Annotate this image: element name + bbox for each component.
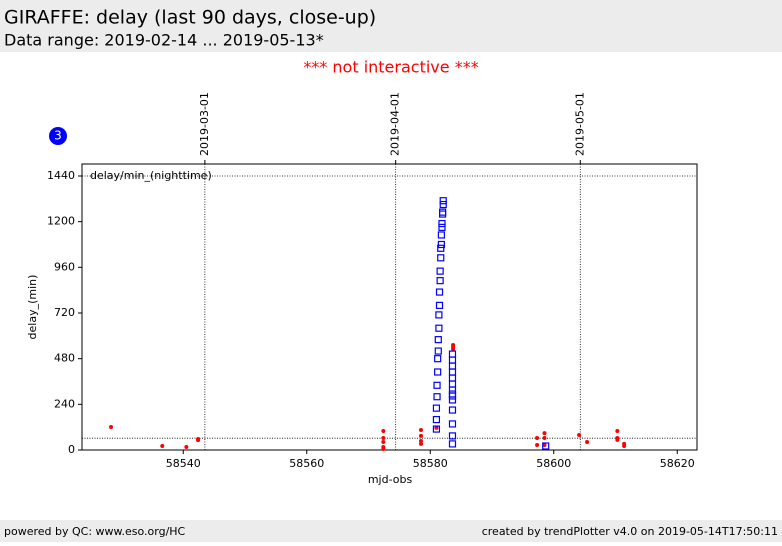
point [448,374,457,382]
point [542,436,547,441]
badge-text: 3 [54,129,62,143]
point [439,208,447,216]
y-tick-label: 0 [68,443,75,456]
x-tick-label: 58560 [289,457,324,470]
point [448,420,457,428]
point [438,223,446,231]
point [448,392,457,400]
point [436,267,444,275]
x-tick-label: 58580 [413,457,448,470]
point [435,311,443,319]
title: GIRAFFE: delay (last 90 days, close-up) [4,7,376,29]
point [434,355,442,363]
point [448,396,457,404]
subtitle: Data range: 2019-02-14 ... 2019-05-13* [4,31,324,50]
point [585,440,590,445]
point [448,356,457,364]
point [432,415,441,424]
point [615,428,620,433]
point [418,439,423,444]
point [196,438,201,443]
date-label: 2019-05-01 [573,92,586,156]
point [435,324,443,332]
point [448,406,457,414]
header-band [0,0,782,52]
point [542,443,547,448]
point [433,381,441,389]
point [184,444,189,449]
point [438,219,446,228]
point [448,386,457,394]
point [437,231,445,239]
point [439,197,447,205]
point [535,436,540,441]
point [109,424,114,429]
point [381,428,386,433]
point [381,440,386,445]
point [448,432,457,440]
point [535,443,540,448]
x-tick-label: 58620 [660,457,695,470]
point [542,431,547,436]
point [439,200,447,209]
point [434,368,442,376]
point [435,288,444,296]
point [577,432,582,437]
point [437,244,445,252]
point [434,347,442,355]
point [435,301,444,309]
plot-frame [81,163,698,451]
y-tick-label: 720 [54,306,75,319]
date-label: 2019-03-01 [198,92,211,156]
y-label: delay_(min) [26,275,39,340]
footer-band [0,520,782,542]
y-tick-label: 480 [54,352,75,365]
y-tick-label: 1440 [47,169,75,182]
point [542,442,550,450]
point [418,441,423,446]
point [436,277,444,285]
point [622,444,627,449]
point [381,436,386,441]
x-label: mjd-obs [368,473,413,486]
point [439,210,447,218]
point [434,336,442,344]
point [432,425,441,433]
footer-left: powered by QC: www.eso.org/HC [4,525,186,538]
point [437,240,445,249]
point [432,404,441,412]
point [433,393,441,401]
point [448,390,457,398]
y-tick-label: 240 [54,397,75,410]
y-tick-label: 1200 [47,215,75,228]
x-tick-label: 58600 [536,457,571,470]
badge [49,127,67,145]
point [434,425,439,430]
point [160,444,165,449]
footer-right: created by trendPlotter v4.0 on 2019-05-… [482,525,778,538]
annotation: delay/min_(nighttime) [90,169,212,182]
point [418,428,423,433]
date-label: 2019-04-01 [389,92,402,156]
point [448,440,457,448]
point [448,362,457,370]
point [448,368,457,376]
point [615,437,620,442]
point [418,433,423,438]
point [381,447,386,452]
point [448,350,457,358]
y-tick-label: 960 [54,260,75,273]
notice: *** not interactive *** [303,58,478,77]
point [437,254,445,262]
point [451,346,456,351]
point [448,380,457,388]
x-tick-label: 58540 [166,457,201,470]
